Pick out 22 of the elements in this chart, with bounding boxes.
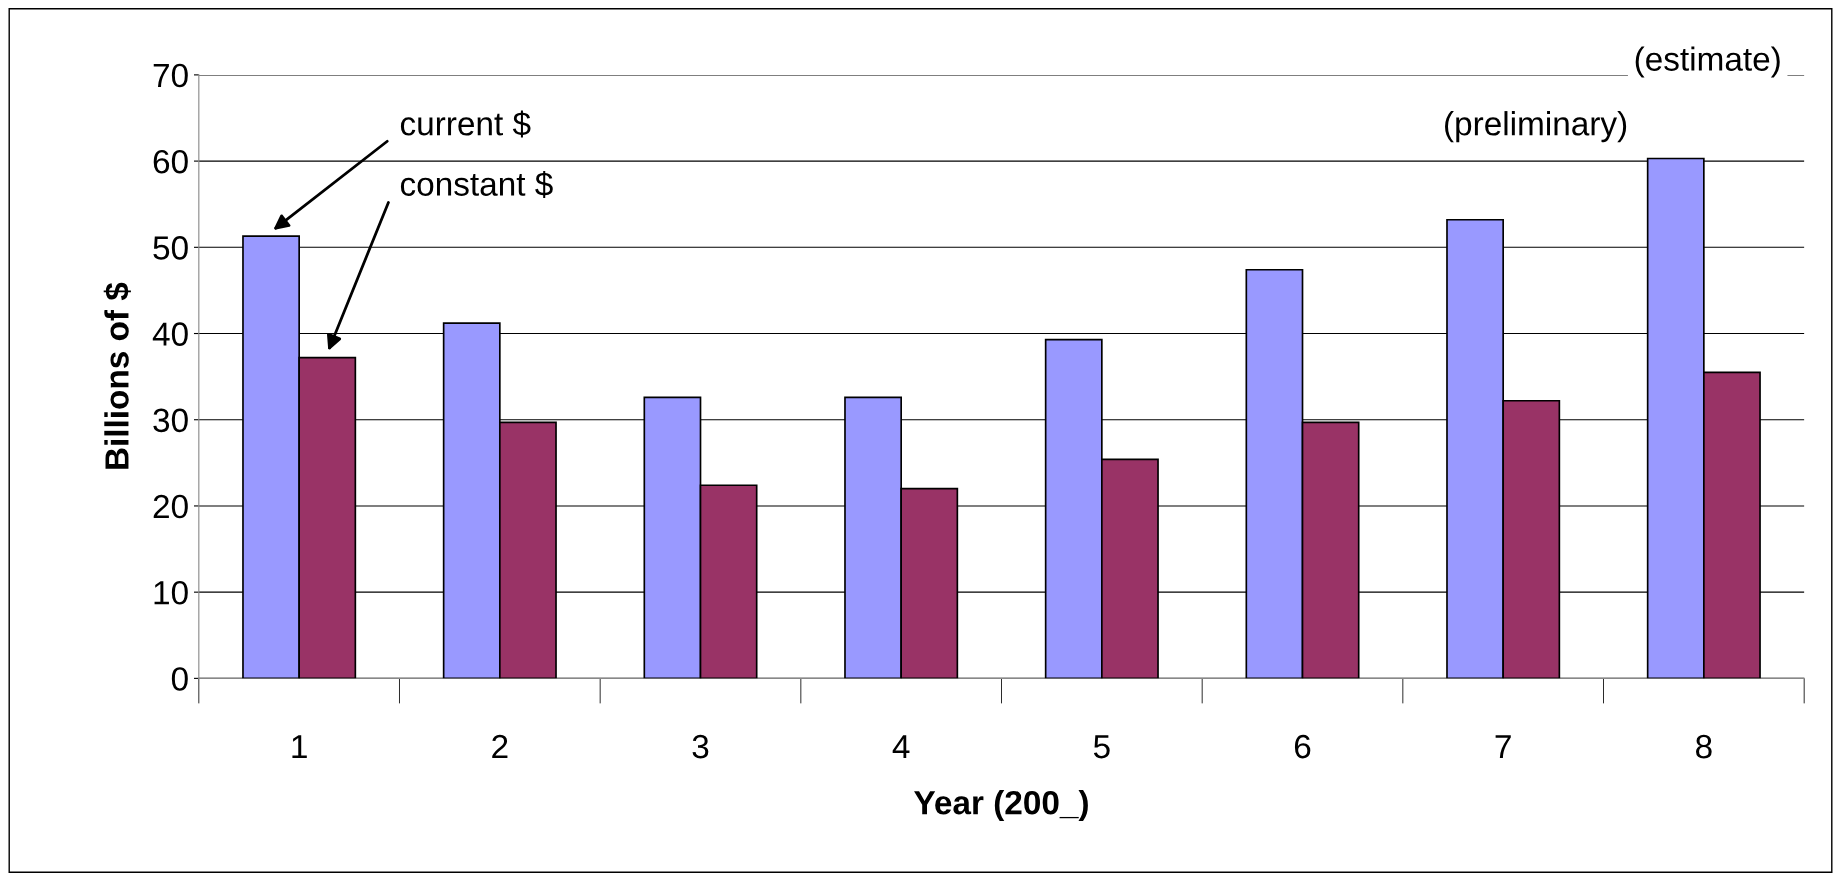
y-tick-label: 10 [154,580,188,605]
y-tick-label: 30 [153,408,188,433]
x-tick-label: 8 [1696,734,1712,759]
y-tick-label: 40 [152,322,188,346]
x-axis-title: Year (200_) [914,790,1088,822]
x-tick-label: 2 [492,734,508,759]
x-tick-label: 6 [1294,734,1311,759]
annotation: (preliminary) [1445,111,1627,143]
x-tick-label: 5 [1093,735,1110,759]
annotation: current $ [400,110,531,138]
y-axis-title: Billions of $ [103,282,131,469]
y-tick-label: 50 [153,236,188,260]
x-tick-label: 1 [292,735,307,759]
annotation: constant $ [400,170,553,198]
y-tick-label: 0 [171,667,188,691]
annotation: (estimate) [1635,46,1780,78]
x-tick-label: 4 [892,735,910,759]
y-tick-label: 70 [153,63,188,88]
y-tick-label: 20 [153,494,188,519]
x-tick-label: 3 [692,734,709,759]
x-tick-label: 7 [1495,735,1511,759]
y-tick-label: 60 [153,149,188,174]
